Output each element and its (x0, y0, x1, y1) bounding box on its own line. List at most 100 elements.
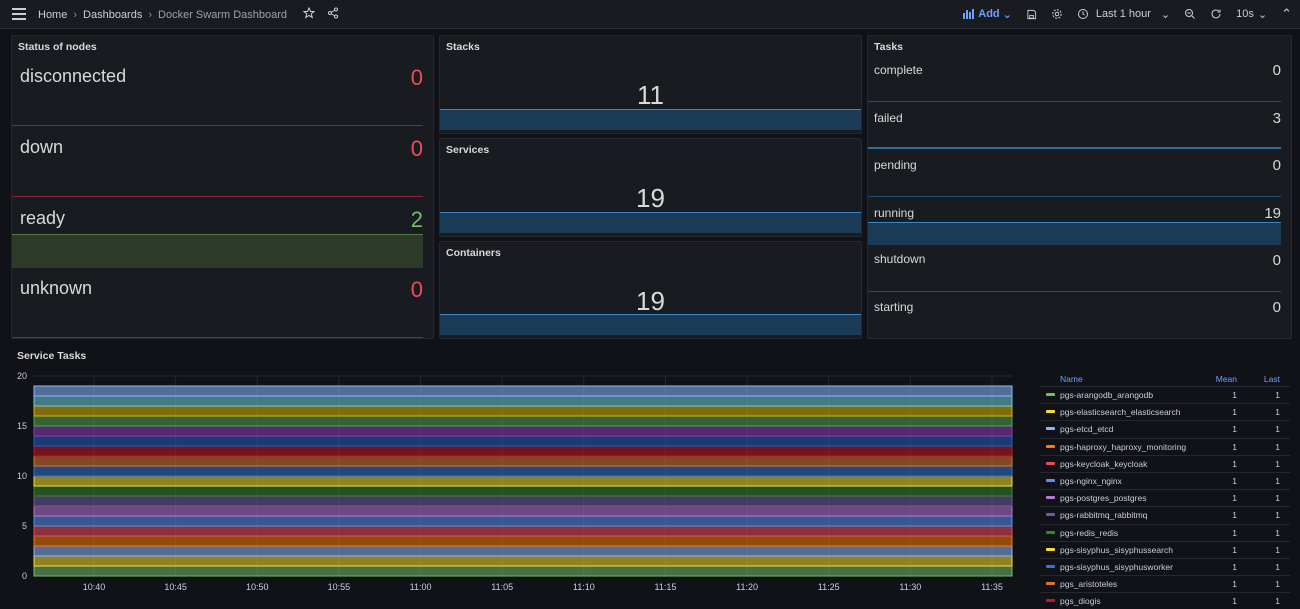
clock-icon (1077, 9, 1088, 19)
legend-series-name[interactable]: pgs-rabbitmq_rabbitmq (1060, 510, 1148, 521)
legend-swatch[interactable] (1046, 410, 1055, 414)
legend-header-last[interactable]: Last (1263, 374, 1280, 384)
legend-row[interactable]: pgs-sisyphus_sisyphusworker 1 1 (1040, 557, 1290, 575)
task-state-value: 0 (1272, 299, 1281, 316)
node-status-value: 0 (410, 65, 423, 90)
legend-series-name[interactable]: pgs-postgres_postgres (1060, 493, 1147, 504)
chevron-down-icon: ⌄ (1257, 8, 1268, 21)
legend-last-value: 1 (1275, 527, 1280, 538)
legend-series-name[interactable]: pgs-nginx_nginx (1060, 475, 1122, 486)
legend-row[interactable]: pgs-elasticsearch_elasticsearch 1 1 (1040, 403, 1290, 420)
legend-swatch[interactable] (1046, 478, 1055, 482)
legend-series-name[interactable]: pgs-etcd_etcd (1060, 424, 1114, 435)
panel-title: Containers (446, 247, 501, 259)
legend-row[interactable]: pgs_diogis 1 1 (1040, 592, 1290, 609)
legend-series-name[interactable]: pgs-redis_redis (1060, 527, 1119, 538)
add-button[interactable]: Add ⌄ (963, 8, 1012, 21)
legend-mean-value: 1 (1232, 493, 1237, 504)
series-area (33, 465, 1013, 477)
legend-row[interactable]: pgs_aristoteles 1 1 (1040, 575, 1290, 592)
legend-swatch[interactable] (1046, 496, 1055, 500)
series-area (33, 495, 1013, 507)
legend-mean-value: 1 (1232, 458, 1237, 469)
sparkline (440, 314, 861, 335)
legend-row[interactable]: pgs-rabbitmq_rabbitmq 1 1 (1040, 506, 1290, 523)
task-state-value: 19 (1264, 205, 1281, 222)
node-status-disconnected: disconnected 0 (12, 64, 433, 134)
series-area (33, 545, 1013, 557)
legend-row[interactable]: pgs-keycloak_keycloak 1 1 (1040, 454, 1290, 472)
legend-row[interactable]: pgs-arangodb_arangodb 1 1 (1040, 386, 1290, 403)
legend-swatch[interactable] (1046, 530, 1055, 534)
refresh-button[interactable]: 10s ⌄ (1210, 8, 1267, 21)
legend-series-name[interactable]: pgs-keycloak_keycloak (1060, 458, 1148, 469)
legend-series-name[interactable]: pgs-elasticsearch_elasticsearch (1060, 407, 1181, 418)
y-tick-label: 10 (17, 471, 27, 481)
legend-row[interactable]: pgs-postgres_postgres 1 1 (1040, 489, 1290, 506)
panel-title: Stacks (446, 41, 480, 53)
legend-swatch[interactable] (1046, 427, 1055, 431)
legend-row[interactable]: pgs-haproxy_haproxy_monitoring 1 1 (1040, 437, 1290, 455)
legend-swatch[interactable] (1046, 582, 1055, 586)
sparkline (868, 222, 1281, 245)
refresh-icon (1211, 9, 1221, 19)
sparkline (12, 196, 423, 197)
legend-swatch[interactable] (1046, 547, 1055, 551)
task-state-value: 0 (1272, 62, 1281, 79)
legend-series-name[interactable]: pgs-haproxy_haproxy_monitoring (1060, 441, 1187, 452)
legend-swatch[interactable] (1046, 444, 1055, 448)
legend-row[interactable]: pgs-nginx_nginx 1 1 (1040, 471, 1290, 489)
legend-header-mean[interactable]: Mean (1215, 374, 1237, 384)
legend-swatch[interactable] (1046, 513, 1055, 517)
panel-title: Status of nodes (18, 41, 97, 53)
task-state-label: pending (874, 158, 917, 172)
node-status-value: 2 (410, 207, 423, 232)
legend-last-value: 1 (1275, 510, 1280, 521)
series-area (33, 535, 1013, 547)
x-tick-label: 10:40 (83, 582, 106, 592)
task-state-starting: starting 0 (868, 297, 1291, 338)
legend-last-value: 1 (1275, 475, 1280, 486)
x-tick-label: 11:05 (491, 582, 513, 592)
legend-last-value: 1 (1275, 441, 1280, 452)
save-icon[interactable] (1026, 9, 1037, 20)
sparkline (868, 196, 1281, 197)
chevron-down-icon: ⌄ (1160, 8, 1171, 21)
x-tick-label: 11:20 (736, 582, 758, 592)
task-state-value: 3 (1272, 110, 1281, 127)
legend-row[interactable]: pgs-etcd_etcd 1 1 (1040, 420, 1290, 437)
star-icon[interactable] (302, 6, 316, 22)
breadcrumb-dashboards[interactable]: Dashboards (83, 8, 143, 21)
legend-row[interactable]: pgs-sisyphus_sisyphussearch 1 1 (1040, 540, 1290, 558)
node-status-label: unknown (20, 278, 93, 298)
series-area (33, 525, 1013, 537)
refresh-interval[interactable]: 10s (1236, 8, 1254, 20)
legend-series-name[interactable]: pgs-sisyphus_sisyphusworker (1060, 561, 1173, 572)
breadcrumb-home[interactable]: Home (38, 8, 68, 21)
chevron-up-icon[interactable]: ⌃ (1281, 6, 1292, 21)
x-tick-label: 11:25 (818, 582, 840, 592)
sparkline (440, 109, 861, 130)
x-tick-label: 11:35 (981, 582, 1003, 592)
legend-series-name[interactable]: pgs_diogis (1060, 596, 1101, 607)
series-area (33, 555, 1013, 567)
legend-row[interactable]: pgs-redis_redis 1 1 (1040, 523, 1290, 541)
node-status-down: down 0 (12, 135, 433, 205)
chevron-right-icon: › (73, 8, 78, 21)
legend-series-name[interactable]: pgs-sisyphus_sisyphussearch (1060, 544, 1173, 555)
time-range-picker[interactable]: Last 1 hour ⌄ (1077, 8, 1170, 21)
gear-icon[interactable] (1051, 8, 1063, 20)
zoom-out-icon[interactable] (1184, 8, 1196, 20)
legend-swatch[interactable] (1046, 393, 1055, 396)
chart-legend-table: Name Mean Last pgs-arangodb_arangodb 1 1 pg… (1040, 372, 1290, 609)
legend-swatch[interactable] (1046, 461, 1055, 465)
legend-swatch[interactable] (1046, 564, 1055, 568)
legend-mean-value: 1 (1232, 407, 1237, 418)
legend-series-name[interactable]: pgs_aristoteles (1060, 579, 1118, 590)
legend-series-name[interactable]: pgs-arangodb_arangodb (1060, 390, 1154, 400)
menu-icon[interactable] (12, 8, 26, 20)
nodes-status-panel: Status of nodes disconnected 0 down 0 re… (11, 35, 434, 339)
legend-header-name[interactable]: Name (1060, 374, 1083, 384)
services-panel: Services 19 (439, 138, 862, 237)
share-icon[interactable] (327, 7, 339, 22)
